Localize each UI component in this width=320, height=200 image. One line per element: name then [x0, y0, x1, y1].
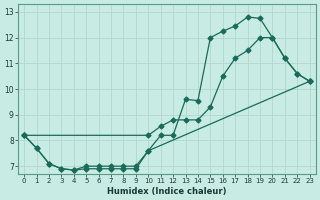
X-axis label: Humidex (Indice chaleur): Humidex (Indice chaleur) — [107, 187, 227, 196]
